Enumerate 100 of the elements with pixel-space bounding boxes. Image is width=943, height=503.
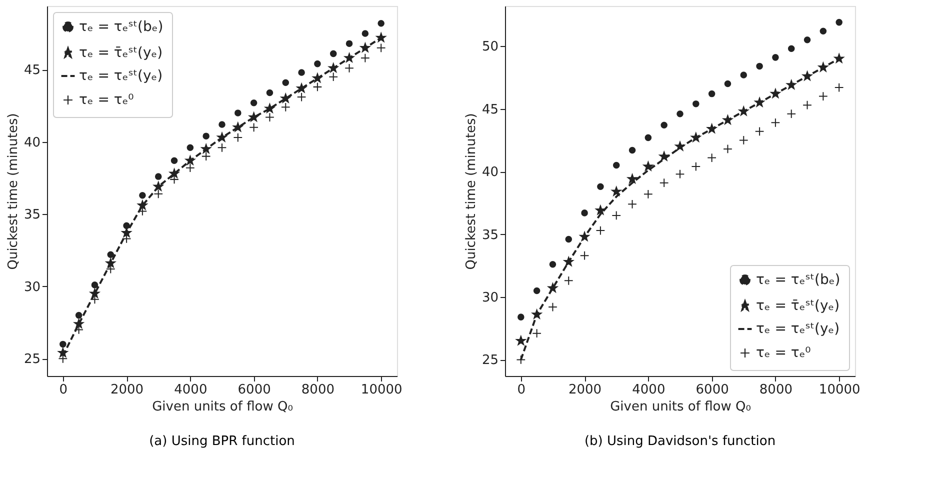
text: (b) Using Davidson's function: [584, 434, 776, 449]
point: [708, 154, 716, 162]
point: [298, 69, 305, 76]
point: [186, 144, 194, 152]
point: [565, 236, 572, 243]
point: [628, 174, 637, 184]
legend-label: τₑ = τₑˢᵗ(bₑ): [756, 272, 840, 288]
point: [296, 84, 306, 92]
point: [804, 36, 811, 44]
legend-label: τₑ = τₑˢᵗ(yₑ): [79, 68, 163, 84]
point: [233, 122, 243, 132]
x-axis-title: Given units of flow Q₀: [152, 400, 293, 414]
point: [202, 132, 210, 140]
point: [612, 162, 620, 169]
x-tick-label: 8000: [301, 382, 334, 398]
legend-label: τₑ = τₑ⁰: [79, 92, 134, 108]
y-tick-label: 50: [482, 40, 498, 55]
y-tick-label: 25: [482, 353, 498, 368]
point: [218, 121, 226, 128]
point: [170, 157, 178, 164]
point: [281, 102, 290, 112]
point: [266, 113, 274, 122]
point: [581, 210, 588, 216]
point: [154, 173, 162, 180]
point: [692, 100, 700, 108]
point: [297, 92, 306, 102]
point: [660, 178, 668, 188]
point: [834, 54, 844, 63]
point: [820, 28, 827, 34]
y-tick-label: 25: [24, 352, 40, 368]
point: [708, 90, 716, 98]
point: [346, 40, 353, 47]
point: [564, 276, 573, 285]
legend-label: τₑ = τ̄ₑˢᵗ(yₑ): [756, 298, 840, 314]
point: [250, 99, 258, 106]
point: [724, 144, 732, 154]
point: [787, 110, 796, 118]
point: [740, 72, 748, 78]
x-tick-label: 0: [517, 382, 526, 398]
point: [376, 44, 386, 52]
point: [314, 60, 321, 68]
y-axis-title: Quickest time (minutes): [464, 113, 479, 270]
y-tick-label: 40: [24, 135, 40, 150]
point: [250, 123, 258, 132]
point: [724, 80, 732, 88]
y-tick-label: 45: [24, 63, 40, 78]
y-tick-label: 35: [482, 228, 498, 243]
point: [628, 200, 636, 208]
x-tick-label: 2000: [110, 382, 144, 398]
x-tick-label: 4000: [632, 382, 666, 398]
point: [612, 211, 621, 220]
point: [596, 226, 605, 235]
point: [234, 133, 242, 142]
point: [345, 64, 354, 72]
point: [692, 162, 700, 171]
point: [186, 164, 194, 172]
point: [75, 312, 82, 319]
point: [660, 122, 668, 129]
x-tick-label: 0: [59, 382, 68, 398]
point: [106, 264, 115, 274]
point: [771, 118, 780, 127]
point: [91, 282, 98, 288]
point: [532, 329, 541, 338]
point: [139, 192, 146, 199]
y-axis-title: Quickest time (minutes): [6, 113, 21, 270]
y-tick-label: 40: [482, 165, 498, 180]
y-tick-label: 30: [24, 280, 40, 295]
point: [788, 45, 795, 52]
point: [596, 206, 606, 214]
point: [834, 83, 844, 92]
point: [739, 136, 748, 144]
x-tick-label: 10000: [818, 382, 860, 398]
y-tick-label: 45: [482, 102, 498, 118]
point: [548, 302, 557, 312]
point: [772, 54, 779, 61]
point: [819, 92, 828, 100]
point: [266, 89, 274, 96]
point: [361, 54, 370, 62]
point: [60, 340, 66, 348]
point: [676, 170, 684, 178]
point: [549, 260, 556, 268]
point: [676, 110, 684, 118]
point: [836, 18, 842, 26]
legend-label: τₑ = τ̄ₑˢᵗ(yₑ): [79, 45, 163, 61]
point: [123, 222, 130, 230]
point: [265, 104, 274, 113]
point: [313, 82, 322, 92]
point: [330, 50, 337, 58]
point: [170, 175, 178, 184]
point: [518, 314, 524, 320]
point: [803, 100, 812, 110]
point: [170, 168, 179, 178]
point: [329, 72, 338, 82]
point: [376, 32, 386, 42]
legend-label: τₑ = τₑˢᵗ(bₑ): [79, 19, 164, 35]
point: [516, 336, 526, 345]
point: [234, 110, 242, 116]
legend-label: τₑ = τₑˢᵗ(yₑ): [756, 321, 840, 337]
point: [755, 127, 764, 136]
point: [644, 190, 652, 198]
